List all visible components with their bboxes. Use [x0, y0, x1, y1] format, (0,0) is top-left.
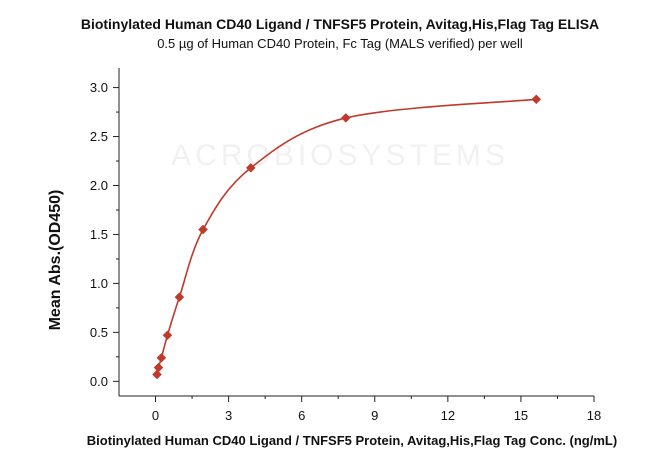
- y-tick-label: 2.5: [90, 129, 108, 144]
- data-points: [152, 94, 542, 380]
- data-point-diamond: [174, 292, 185, 302]
- y-tick-label: 3.0: [90, 80, 108, 95]
- y-ticks: 0.0 0.5 1.0 1.5 2.0 2.5 3.0: [90, 80, 119, 389]
- chart-title: Biotinylated Human CD40 Ligand / TNFSF5 …: [81, 16, 599, 32]
- data-point-diamond: [340, 113, 351, 123]
- watermark: ACROBIOSYSTEMS: [171, 139, 509, 172]
- data-point-diamond: [153, 362, 164, 373]
- x-axis-label: Biotinylated Human CD40 Ligand / TNFSF5 …: [87, 433, 617, 448]
- y-tick-label: 1.0: [90, 276, 108, 291]
- y-tick-label: 2.0: [90, 178, 108, 193]
- x-tick-label: 0: [152, 408, 159, 423]
- x-tick-label: 15: [514, 408, 528, 423]
- y-tick-label: 1.5: [90, 227, 108, 242]
- y-axis-label: Mean Abs.(OD450): [47, 190, 64, 331]
- x-tick-label: 6: [298, 408, 305, 423]
- x-tick-label: 3: [225, 408, 232, 423]
- data-point-diamond: [162, 330, 173, 341]
- x-ticks: 0 3 6 9 12 15 18: [152, 396, 601, 423]
- data-point-diamond: [245, 163, 256, 173]
- y-tick-label: 0.5: [90, 325, 108, 340]
- watermark-text: ACROBIOSYSTEMS: [171, 139, 509, 172]
- x-tick-label: 18: [587, 408, 601, 423]
- data-point-diamond: [156, 352, 167, 363]
- x-tick-label: 9: [371, 408, 378, 423]
- data-point-diamond: [198, 224, 208, 235]
- x-tick-label: 12: [441, 408, 455, 423]
- data-point-diamond: [531, 94, 542, 105]
- data-point-diamond: [152, 369, 162, 380]
- chart-subtitle: 0.5 µg of Human CD40 Protein, Fc Tag (MA…: [157, 36, 523, 51]
- y-tick-label: 0.0: [90, 374, 108, 389]
